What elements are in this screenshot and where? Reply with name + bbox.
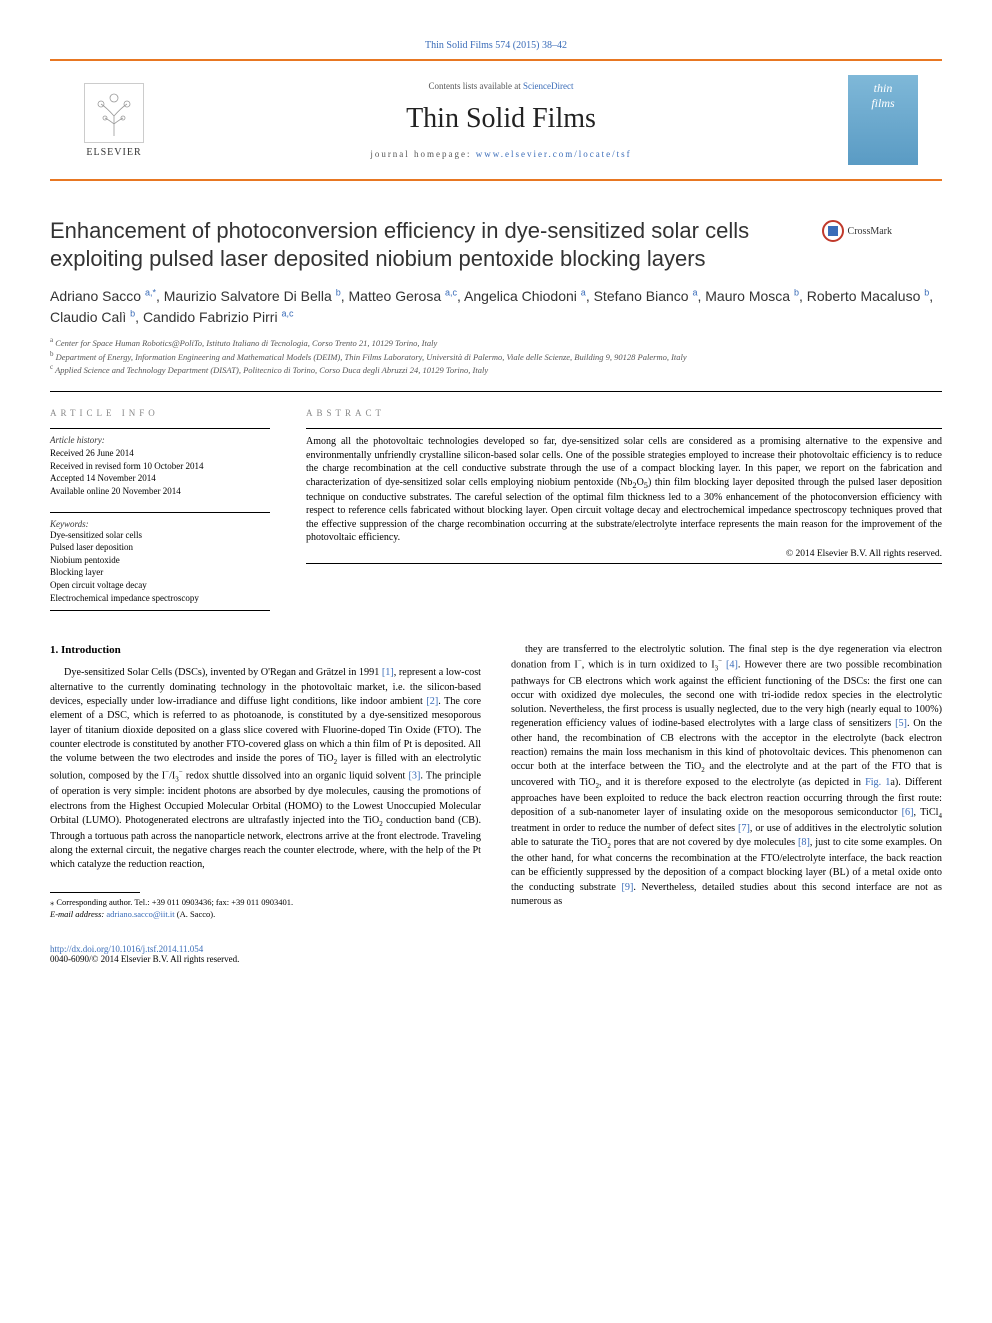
- affiliation-a: a Center for Space Human Robotics@PoliTo…: [50, 336, 942, 350]
- corr-email-line: E-mail address: adriano.sacco@iit.it (A.…: [50, 909, 481, 920]
- contents-prefix: Contents lists available at: [429, 81, 523, 91]
- info-abstract-row: ARTICLE INFO Article history: Received 2…: [50, 408, 942, 611]
- homepage-label: journal homepage:: [370, 149, 475, 159]
- doi-link[interactable]: http://dx.doi.org/10.1016/j.tsf.2014.11.…: [50, 944, 203, 954]
- email-label: E-mail address:: [50, 909, 106, 919]
- journal-name: Thin Solid Films: [154, 103, 848, 135]
- email-suffix: (A. Sacco).: [175, 909, 216, 919]
- abstract-copyright: © 2014 Elsevier B.V. All rights reserved…: [306, 549, 942, 559]
- contents-line: Contents lists available at ScienceDirec…: [154, 81, 848, 91]
- homepage-line: journal homepage: www.elsevier.com/locat…: [154, 149, 848, 159]
- intro-paragraph-left: Dye-sensitized Solar Cells (DSCs), inven…: [50, 666, 481, 872]
- cover-text-1: thin: [874, 81, 893, 96]
- page-footer: http://dx.doi.org/10.1016/j.tsf.2014.11.…: [50, 944, 942, 964]
- abstract-bottom-rule: [306, 563, 942, 564]
- rule-below-affiliations: [50, 391, 942, 392]
- article-history-label: Article history:: [50, 428, 270, 445]
- affiliation-c: c Applied Science and Technology Departm…: [50, 363, 942, 377]
- crossmark-badge[interactable]: CrossMark: [822, 220, 892, 242]
- crossmark-icon: [822, 220, 844, 242]
- intro-paragraph-right: they are transferred to the electrolytic…: [511, 643, 942, 909]
- abstract-block: ABSTRACT Among all the photovoltaic tech…: [306, 408, 942, 611]
- footnote-rule: [50, 892, 140, 893]
- corr-email-link[interactable]: adriano.sacco@iit.it: [106, 909, 174, 919]
- crossmark-label: CrossMark: [848, 226, 892, 237]
- sciencedirect-link[interactable]: ScienceDirect: [523, 81, 573, 91]
- homepage-link[interactable]: www.elsevier.com/locate/tsf: [476, 149, 632, 159]
- keywords-list: Dye-sensitized solar cellsPulsed laser d…: [50, 529, 270, 612]
- issn-copyright-line: 0040-6090/© 2014 Elsevier B.V. All right…: [50, 954, 942, 964]
- abstract-heading: ABSTRACT: [306, 408, 942, 418]
- article-title: Enhancement of photoconversion efficienc…: [50, 217, 810, 272]
- journal-cover-thumbnail: thin films: [848, 75, 918, 165]
- elsevier-tree-icon: [84, 83, 144, 143]
- header-center: Contents lists available at ScienceDirec…: [154, 81, 848, 159]
- affiliations: a Center for Space Human Robotics@PoliTo…: [50, 336, 942, 377]
- cover-text-2: films: [871, 96, 894, 111]
- article-info-heading: ARTICLE INFO: [50, 408, 270, 418]
- article-info-block: ARTICLE INFO Article history: Received 2…: [50, 408, 270, 611]
- section-1-heading: 1. Introduction: [50, 643, 481, 658]
- keywords-label: Keywords:: [50, 512, 270, 529]
- corresponding-author-footnote: ⁎ Corresponding author. Tel.: +39 011 09…: [50, 897, 481, 919]
- authors-list: Adriano Sacco a,*, Maurizio Salvatore Di…: [50, 286, 942, 328]
- article-history-lines: Received 26 June 2014Received in revised…: [50, 447, 270, 497]
- publisher-label: ELSEVIER: [86, 147, 141, 158]
- column-left: 1. Introduction Dye-sensitized Solar Cel…: [50, 643, 481, 919]
- affiliation-b: b Department of Energy, Information Engi…: [50, 350, 942, 364]
- journal-header: ELSEVIER Contents lists available at Sci…: [50, 61, 942, 181]
- top-citation-link[interactable]: Thin Solid Films 574 (2015) 38–42: [50, 40, 942, 51]
- abstract-text: Among all the photovoltaic technologies …: [306, 428, 942, 545]
- publisher-logo-block: ELSEVIER: [74, 83, 154, 158]
- corr-author-line: ⁎ Corresponding author. Tel.: +39 011 09…: [50, 897, 481, 908]
- column-right: they are transferred to the electrolytic…: [511, 643, 942, 919]
- body-columns: 1. Introduction Dye-sensitized Solar Cel…: [50, 643, 942, 919]
